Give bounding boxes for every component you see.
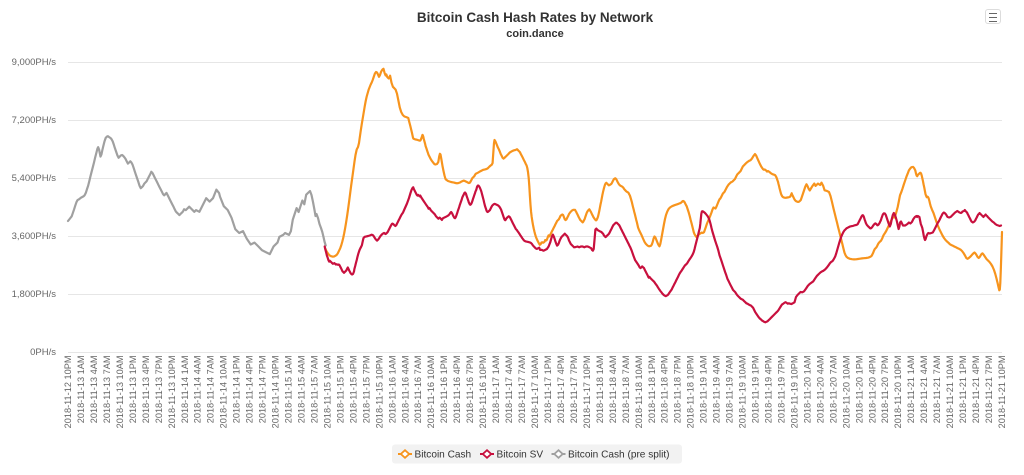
svg-text:2018-11-17 7AM: 2018-11-17 7AM bbox=[517, 356, 527, 424]
svg-text:2018-11-21 4PM: 2018-11-21 4PM bbox=[971, 356, 981, 424]
svg-text:2018-11-15 10AM: 2018-11-15 10AM bbox=[322, 356, 332, 429]
svg-text:2018-11-16 1AM: 2018-11-16 1AM bbox=[387, 356, 397, 424]
svg-text:2018-11-14 1AM: 2018-11-14 1AM bbox=[180, 356, 190, 424]
svg-text:Bitcoin Cash (pre split): Bitcoin Cash (pre split) bbox=[568, 450, 670, 461]
svg-text:coin.dance: coin.dance bbox=[506, 28, 563, 40]
svg-text:2018-11-13 7PM: 2018-11-13 7PM bbox=[154, 356, 164, 424]
svg-text:2018-11-13 4PM: 2018-11-13 4PM bbox=[141, 356, 151, 424]
svg-text:2018-11-15 10PM: 2018-11-15 10PM bbox=[374, 356, 384, 429]
svg-text:2018-11-14 7PM: 2018-11-14 7PM bbox=[258, 356, 268, 424]
svg-text:2018-11-17 10PM: 2018-11-17 10PM bbox=[582, 356, 592, 429]
svg-text:2018-11-18 1PM: 2018-11-18 1PM bbox=[647, 356, 657, 424]
svg-text:2018-11-21 10AM: 2018-11-21 10AM bbox=[945, 356, 955, 429]
svg-text:2018-11-13 4AM: 2018-11-13 4AM bbox=[89, 356, 99, 424]
svg-text:2018-11-21 7PM: 2018-11-21 7PM bbox=[984, 356, 994, 424]
svg-text:2018-11-19 7AM: 2018-11-19 7AM bbox=[725, 356, 735, 424]
svg-text:1,800PH/s: 1,800PH/s bbox=[12, 289, 57, 300]
svg-text:Bitcoin SV: Bitcoin SV bbox=[497, 450, 544, 461]
svg-text:2018-11-19 10AM: 2018-11-19 10AM bbox=[738, 356, 748, 429]
svg-text:2018-11-19 4AM: 2018-11-19 4AM bbox=[712, 356, 722, 424]
svg-text:2018-11-13 10AM: 2018-11-13 10AM bbox=[115, 356, 125, 429]
svg-text:2018-11-16 1PM: 2018-11-16 1PM bbox=[439, 356, 449, 424]
svg-text:2018-11-15 7AM: 2018-11-15 7AM bbox=[310, 356, 320, 424]
svg-text:2018-11-20 1AM: 2018-11-20 1AM bbox=[802, 356, 812, 424]
svg-text:2018-11-20 7AM: 2018-11-20 7AM bbox=[828, 356, 838, 424]
svg-text:2018-11-20 10PM: 2018-11-20 10PM bbox=[893, 356, 903, 429]
svg-text:2018-11-20 10AM: 2018-11-20 10AM bbox=[841, 356, 851, 429]
svg-text:2018-11-15 7PM: 2018-11-15 7PM bbox=[361, 356, 371, 424]
svg-text:2018-11-13 10PM: 2018-11-13 10PM bbox=[167, 356, 177, 429]
svg-text:5,400PH/s: 5,400PH/s bbox=[12, 173, 57, 184]
svg-text:2018-11-15 1PM: 2018-11-15 1PM bbox=[335, 356, 345, 424]
svg-text:2018-11-19 1AM: 2018-11-19 1AM bbox=[699, 356, 709, 424]
svg-text:2018-11-17 7PM: 2018-11-17 7PM bbox=[569, 356, 579, 424]
svg-text:2018-11-17 10AM: 2018-11-17 10AM bbox=[530, 356, 540, 429]
svg-text:2018-11-16 10PM: 2018-11-16 10PM bbox=[478, 355, 488, 428]
svg-text:2018-11-19 7PM: 2018-11-19 7PM bbox=[777, 356, 787, 424]
svg-text:2018-11-18 7AM: 2018-11-18 7AM bbox=[621, 356, 631, 424]
svg-text:2018-11-21 1AM: 2018-11-21 1AM bbox=[906, 356, 916, 424]
svg-text:2018-11-18 1AM: 2018-11-18 1AM bbox=[595, 356, 605, 424]
svg-text:2018-11-20 1PM: 2018-11-20 1PM bbox=[854, 356, 864, 424]
svg-text:2018-11-16 10AM: 2018-11-16 10AM bbox=[426, 356, 436, 429]
svg-text:0PH/s: 0PH/s bbox=[30, 347, 56, 358]
svg-text:2018-11-18 10PM: 2018-11-18 10PM bbox=[686, 356, 696, 429]
svg-text:2018-11-19 4PM: 2018-11-19 4PM bbox=[764, 356, 774, 424]
svg-text:2018-11-14 4PM: 2018-11-14 4PM bbox=[245, 356, 255, 424]
svg-text:2018-11-20 7PM: 2018-11-20 7PM bbox=[880, 356, 890, 424]
svg-text:2018-11-13 1PM: 2018-11-13 1PM bbox=[128, 356, 138, 424]
svg-text:2018-11-17 4PM: 2018-11-17 4PM bbox=[556, 356, 566, 424]
svg-text:2018-11-17 1AM: 2018-11-17 1AM bbox=[491, 355, 501, 423]
svg-text:2018-11-21 7AM: 2018-11-21 7AM bbox=[932, 356, 942, 424]
svg-text:2018-11-13 7AM: 2018-11-13 7AM bbox=[102, 356, 112, 424]
svg-text:2018-11-21 10PM: 2018-11-21 10PM bbox=[997, 356, 1007, 429]
svg-text:2018-11-14 4AM: 2018-11-14 4AM bbox=[193, 356, 203, 424]
svg-text:2018-11-14 10PM: 2018-11-14 10PM bbox=[271, 356, 281, 429]
svg-text:2018-11-13 1AM: 2018-11-13 1AM bbox=[76, 356, 86, 424]
svg-text:2018-11-18 4AM: 2018-11-18 4AM bbox=[608, 356, 618, 424]
svg-text:2018-11-14 7AM: 2018-11-14 7AM bbox=[206, 356, 216, 424]
svg-text:2018-11-19 10PM: 2018-11-19 10PM bbox=[789, 356, 799, 429]
svg-text:2018-11-16 4PM: 2018-11-16 4PM bbox=[452, 356, 462, 424]
svg-text:2018-11-15 4AM: 2018-11-15 4AM bbox=[297, 356, 307, 424]
svg-text:2018-11-20 4AM: 2018-11-20 4AM bbox=[815, 356, 825, 424]
svg-text:2018-11-21 4AM: 2018-11-21 4AM bbox=[919, 356, 929, 424]
svg-text:2018-11-16 7AM: 2018-11-16 7AM bbox=[413, 356, 423, 424]
svg-text:2018-11-18 4PM: 2018-11-18 4PM bbox=[660, 356, 670, 424]
svg-text:3,600PH/s: 3,600PH/s bbox=[12, 231, 57, 242]
svg-text:2018-11-14 1PM: 2018-11-14 1PM bbox=[232, 356, 242, 424]
svg-text:2018-11-14 10AM: 2018-11-14 10AM bbox=[219, 356, 229, 429]
svg-text:2018-11-20 4PM: 2018-11-20 4PM bbox=[867, 356, 877, 424]
svg-text:9,000PH/s: 9,000PH/s bbox=[12, 57, 57, 68]
svg-text:7,200PH/s: 7,200PH/s bbox=[12, 115, 57, 126]
svg-text:2018-11-16 4AM: 2018-11-16 4AM bbox=[400, 356, 410, 424]
svg-text:2018-11-18 7PM: 2018-11-18 7PM bbox=[673, 356, 683, 424]
svg-text:2018-11-18 10AM: 2018-11-18 10AM bbox=[634, 356, 644, 429]
svg-text:2018-11-15 1AM: 2018-11-15 1AM bbox=[284, 356, 294, 424]
svg-text:2018-11-16 7PM: 2018-11-16 7PM bbox=[465, 355, 475, 423]
svg-text:2018-11-17 4AM: 2018-11-17 4AM bbox=[504, 356, 514, 424]
svg-text:2018-11-19 1PM: 2018-11-19 1PM bbox=[751, 356, 761, 424]
svg-text:2018-11-21 1PM: 2018-11-21 1PM bbox=[958, 356, 968, 424]
svg-text:2018-11-15 4PM: 2018-11-15 4PM bbox=[348, 356, 358, 424]
svg-text:2018-11-12 10PM: 2018-11-12 10PM bbox=[63, 356, 73, 429]
svg-text:Bitcoin Cash: Bitcoin Cash bbox=[415, 450, 472, 461]
svg-text:Bitcoin Cash Hash Rates by Net: Bitcoin Cash Hash Rates by Network bbox=[417, 10, 654, 25]
svg-text:2018-11-17 1PM: 2018-11-17 1PM bbox=[543, 356, 553, 424]
